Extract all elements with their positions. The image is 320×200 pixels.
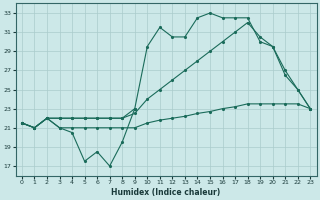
- X-axis label: Humidex (Indice chaleur): Humidex (Indice chaleur): [111, 188, 221, 197]
